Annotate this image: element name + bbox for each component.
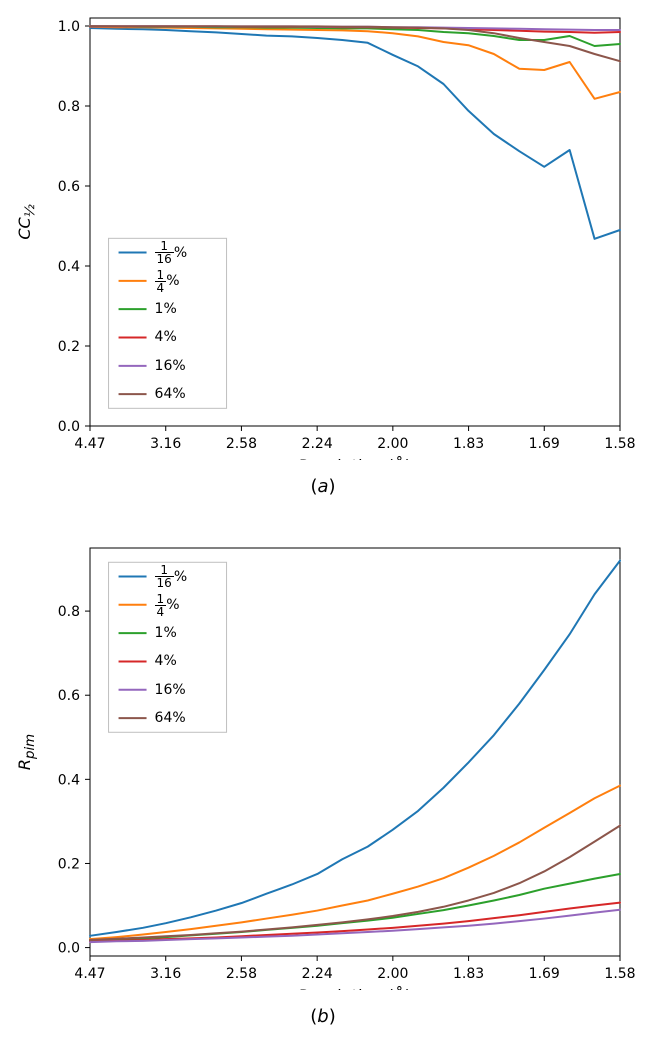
svg-text:2.58: 2.58 [226,436,257,452]
svg-text:0.0: 0.0 [58,941,80,957]
svg-text:2.24: 2.24 [302,436,333,452]
svg-text:2.58: 2.58 [226,966,257,982]
svg-text:1.69: 1.69 [529,436,560,452]
subcaption-b: (b) [0,1006,646,1027]
svg-text:2.00: 2.00 [377,436,408,452]
svg-text:1.83: 1.83 [453,436,484,452]
svg-text:1.0: 1.0 [58,19,80,35]
svg-text:4.47: 4.47 [74,966,105,982]
svg-text:Resolution (Å): Resolution (Å) [299,456,411,460]
svg-text:0.6: 0.6 [58,688,80,704]
panel-b: 0.0 0.2 0.4 0.6 0.8 4.47 3.16 2.58 2.24 2.00 1.83 1… [0,530,646,1028]
panel-a: 0.0 0.2 0.4 0.6 0.8 1.0 4.47 3.16 2.58 2.24 2.00 1.… [0,0,646,498]
svg-text:1.58: 1.58 [604,966,635,982]
svg-text:1.83: 1.83 [453,966,484,982]
svg-text:Resolution (Å): Resolution (Å) [299,986,411,990]
svg-text:0.2: 0.2 [58,339,80,355]
svg-text:2.24: 2.24 [302,966,333,982]
svg-text:0.0: 0.0 [58,419,80,435]
svg-text:0.2: 0.2 [58,856,80,872]
svg-text:0.4: 0.4 [58,772,80,788]
svg-text:0.6: 0.6 [58,179,80,195]
svg-text:0.8: 0.8 [58,604,80,620]
subcaption-a: (a) [0,476,646,497]
figure: 0.0 0.2 0.4 0.6 0.8 1.0 4.47 3.16 2.58 2.24 2.00 1.… [0,0,646,1056]
chart-a: 0.0 0.2 0.4 0.6 0.8 1.0 4.47 3.16 2.58 2.24 2.00 1.… [0,0,646,460]
svg-text:2.00: 2.00 [377,966,408,982]
svg-text:3.16: 3.16 [150,436,181,452]
svg-text:4.47: 4.47 [74,436,105,452]
svg-text:1.69: 1.69 [529,966,560,982]
subcaption-b-letter: b [317,1006,328,1027]
svg-text:0.8: 0.8 [58,99,80,115]
svg-text:1.58: 1.58 [604,436,635,452]
svg-text:3.16: 3.16 [150,966,181,982]
subcaption-a-letter: a [317,476,328,497]
chart-b: 0.0 0.2 0.4 0.6 0.8 4.47 3.16 2.58 2.24 2.00 1.83 1… [0,530,646,990]
svg-text:0.4: 0.4 [58,259,80,275]
